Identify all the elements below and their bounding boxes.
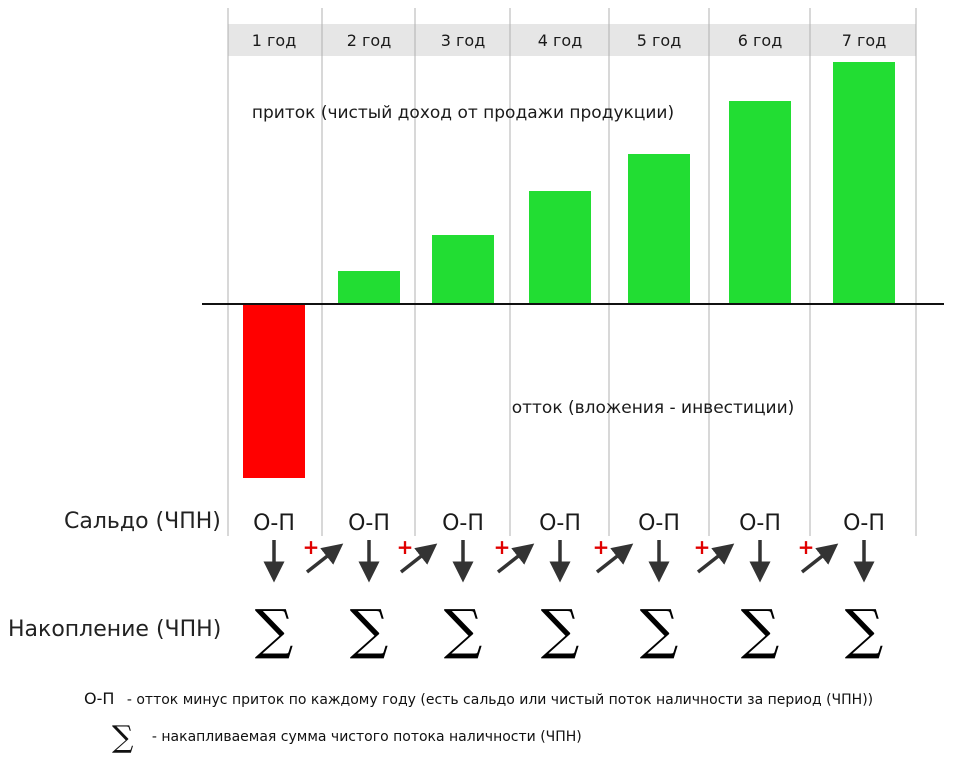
legend-op-text: - отток минус приток по каждому году (ес… (126, 692, 874, 708)
carry-arrow-icon (305, 543, 344, 574)
balance-cell-7: О-П (843, 511, 885, 536)
balance-cell-1: О-П (253, 511, 295, 536)
plus-sign: + (798, 535, 815, 559)
balance-cell-5: О-П (638, 511, 680, 536)
carry-arrow-icon (595, 543, 634, 574)
plus-sign: + (303, 535, 320, 559)
year-headers: 1 год 2 год 3 год 4 год 5 год 6 год 7 год (252, 31, 887, 50)
sigma-icon: ∑ (640, 598, 679, 661)
year-header-4: 4 год (538, 31, 583, 50)
year-dividers (227, 8, 917, 536)
carry-arrow-icon (696, 543, 735, 574)
inflow-label: приток (чистый доход от продажи продукци… (252, 103, 674, 123)
inflow-bar-7 (833, 62, 895, 304)
legend-sigma-text: - накапливаемая сумма чистого потока нал… (151, 729, 582, 745)
plus-sign: + (397, 535, 414, 559)
year-header-1: 1 год (252, 31, 297, 50)
balance-cell-4: О-П (539, 511, 581, 536)
year-header-6: 6 год (738, 31, 783, 50)
sigma-icon: ∑ (255, 598, 294, 661)
legend-sigma-key: ∑ (112, 720, 134, 755)
sigma-icon: ∑ (350, 598, 389, 661)
accumulation-row-label: Накопление (ЧПН) (8, 617, 222, 642)
year-header-5: 5 год (637, 31, 682, 50)
inflow-bar-6 (729, 101, 791, 304)
balance-cell-6: О-П (739, 511, 781, 536)
sigma-icon: ∑ (541, 598, 580, 661)
year-header-7: 7 год (842, 31, 887, 50)
inflow-bar-5 (628, 154, 690, 304)
sigma-icon: ∑ (741, 598, 780, 661)
header-band (228, 24, 916, 56)
inflow-bar-2 (338, 271, 400, 304)
year-header-2: 2 год (347, 31, 392, 50)
balance-cell-3: О-П (442, 511, 484, 536)
balance-row: О-П О-П О-П О-П О-П О-П О-П (253, 511, 885, 536)
balance-cell-2: О-П (348, 511, 390, 536)
inflow-bar-3 (432, 235, 494, 304)
inflow-bar-4 (529, 191, 591, 304)
legend-sigma: ∑ - накапливаемая сумма чистого потока н… (112, 720, 582, 755)
balance-row-label: Сальдо (ЧПН) (64, 509, 221, 534)
flow-arrows: + + + + + + (263, 535, 875, 583)
plus-sign: + (593, 535, 610, 559)
outflow-label: отток (вложения - инвестиции) (512, 398, 795, 418)
cash-flow-bars (243, 62, 895, 478)
sigma-icon: ∑ (845, 598, 884, 661)
sigma-icon: ∑ (444, 598, 483, 661)
carry-arrow-icon (399, 543, 438, 574)
legend-op: О-П - отток минус приток по каждому году… (84, 689, 873, 708)
plus-sign: + (494, 535, 511, 559)
legend-op-key: О-П (84, 689, 115, 708)
outflow-bar-1 (243, 304, 305, 478)
carry-arrow-icon (496, 543, 535, 574)
year-header-3: 3 год (441, 31, 486, 50)
plus-sign: + (694, 535, 711, 559)
accumulation-row: ∑ ∑ ∑ ∑ ∑ ∑ ∑ (255, 598, 884, 661)
carry-arrow-icon (800, 543, 839, 574)
